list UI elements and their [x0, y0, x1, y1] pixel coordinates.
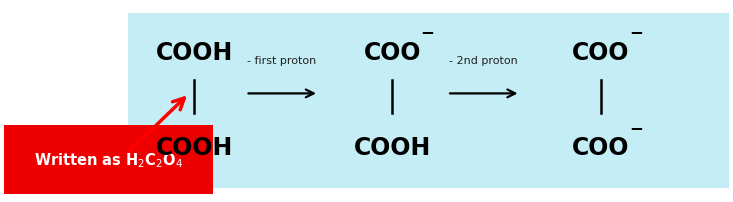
- Text: COO: COO: [572, 136, 630, 159]
- Text: COOH: COOH: [155, 136, 233, 159]
- Bar: [4, 125, 213, 194]
- Text: COOH: COOH: [353, 136, 431, 159]
- Text: COOH: COOH: [155, 41, 233, 64]
- Bar: [128, 14, 729, 188]
- Text: −: −: [420, 23, 434, 41]
- Text: Written as H$_2$C$_2$O$_4$: Written as H$_2$C$_2$O$_4$: [34, 150, 183, 169]
- Text: COO: COO: [572, 41, 630, 64]
- Text: - first proton: - first proton: [247, 56, 316, 66]
- Text: −: −: [629, 118, 643, 136]
- Text: - 2nd proton: - 2nd proton: [449, 56, 517, 66]
- Text: −: −: [629, 23, 643, 41]
- Text: COO: COO: [364, 41, 421, 64]
